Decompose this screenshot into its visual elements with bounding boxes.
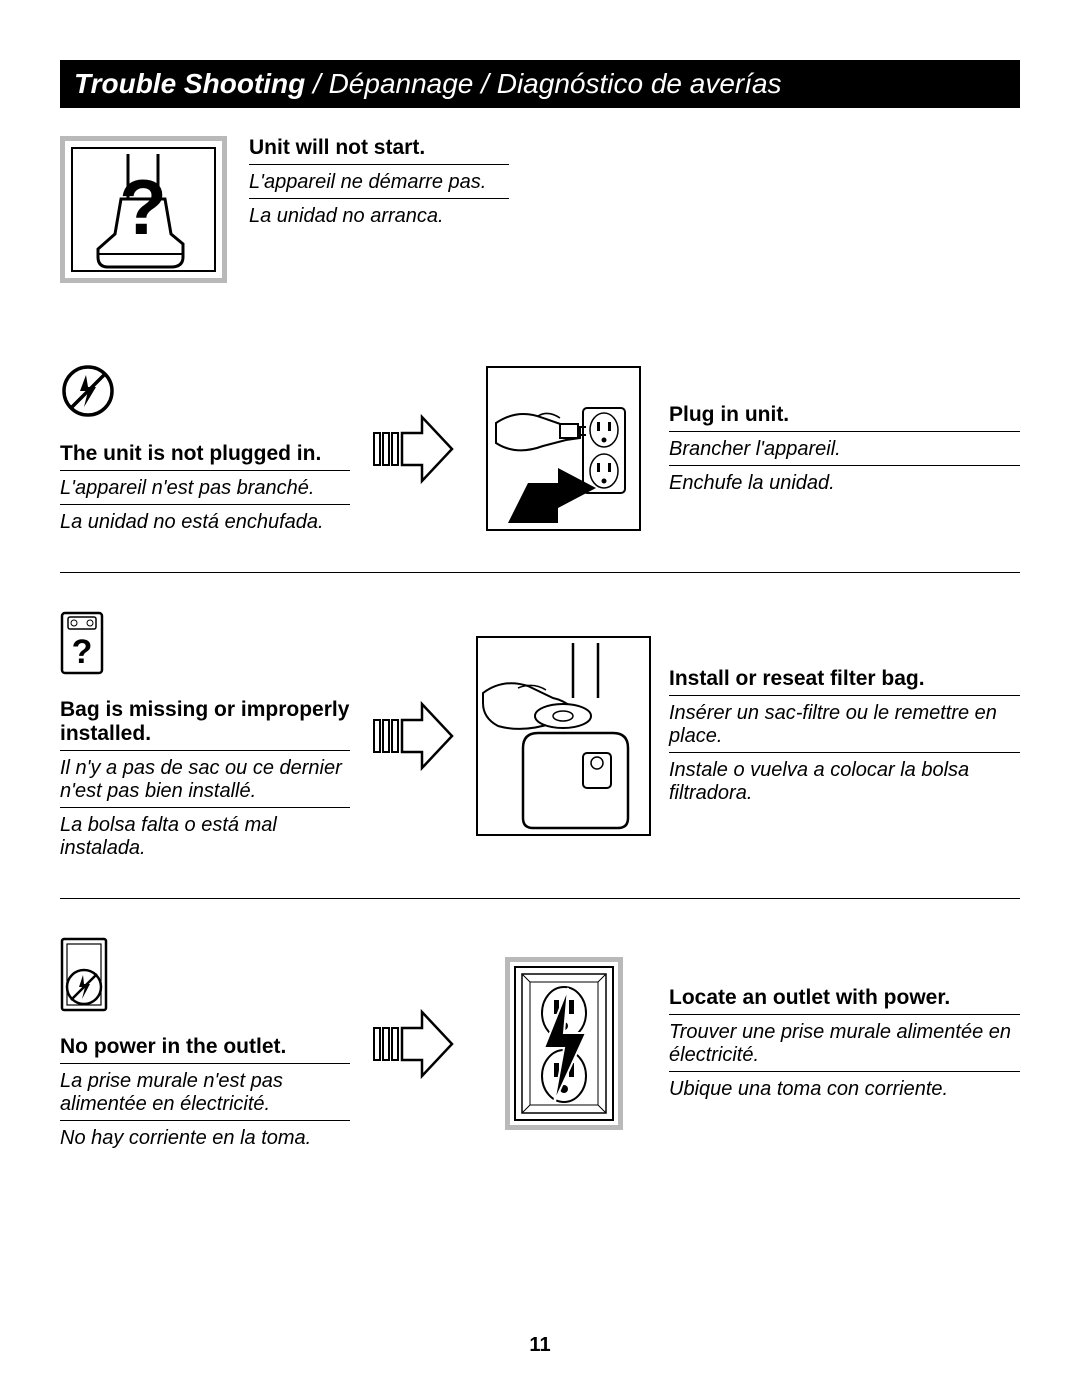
arrow-icon [368, 696, 458, 776]
fix1-es: Enchufe la unidad. [669, 472, 1020, 495]
arrow-icon [368, 1004, 458, 1084]
problem-en: Unit will not start. [249, 136, 509, 165]
troubleshoot-row-2: ? Bag is missing or improperly installed… [60, 591, 1020, 880]
cause2-fr: Il n'y a pas de sac ou ce dernier n'est … [60, 757, 350, 808]
arrow-icon [368, 409, 458, 489]
fix-illustration [476, 636, 651, 836]
fix-illustration [476, 957, 651, 1130]
problem-text: Unit will not start. L'appareil ne démar… [249, 136, 509, 228]
fix-illustration [476, 366, 651, 531]
problem-illustration-frame: ? [60, 136, 227, 283]
cause-text: No power in the outlet. La prise murale … [60, 1035, 350, 1150]
page-number: 11 [0, 1334, 1080, 1357]
fix-text: Install or reseat filter bag. Insérer un… [669, 667, 1020, 805]
header-fr: Dépannage [329, 68, 474, 99]
cause1-en: The unit is not plugged in. [60, 442, 350, 471]
cause3-es: No hay corriente en la toma. [60, 1127, 350, 1150]
problem-fr: L'appareil ne démarre pas. [249, 171, 509, 199]
powered-outlet-icon [514, 966, 614, 1121]
cause2-en: Bag is missing or improperly installed. [60, 698, 350, 751]
header-es: Diagnóstico de averías [497, 68, 782, 99]
fix2-en: Install or reseat filter bag. [669, 667, 1020, 696]
cause-col: No power in the outlet. La prise murale … [60, 937, 350, 1150]
no-power-symbol-icon [60, 363, 350, 424]
cause3-fr: La prise murale n'est pas alimentée en é… [60, 1070, 350, 1121]
cause-col: ? Bag is missing or improperly installed… [60, 611, 350, 860]
fix2-es: Instale o vuelva a colocar la bolsa filt… [669, 759, 1020, 805]
header-en: Trouble Shooting [74, 68, 305, 99]
cause2-es: La bolsa falta o está mal instalada. [60, 814, 350, 860]
plug-in-icon [486, 366, 641, 531]
fix-text: Plug in unit. Brancher l'appareil. Enchu… [669, 403, 1020, 495]
cause1-es: La unidad no está enchufada. [60, 511, 350, 534]
outlet-frame [505, 957, 623, 1130]
fix3-es: Ubique una toma con corriente. [669, 1078, 1020, 1101]
vacuum-question-icon: ? [71, 147, 216, 272]
svg-text:?: ? [119, 163, 167, 251]
cause-text: Bag is missing or improperly installed. … [60, 698, 350, 860]
section-header: Trouble Shooting / Dépannage / Diagnósti… [60, 60, 1020, 108]
fix-text: Locate an outlet with power. Trouver une… [669, 986, 1020, 1101]
cause-col: The unit is not plugged in. L'appareil n… [60, 363, 350, 534]
fix3-fr: Trouver une prise murale alimentée en él… [669, 1021, 1020, 1072]
troubleshoot-row-1: The unit is not plugged in. L'appareil n… [60, 343, 1020, 554]
problem-es: La unidad no arranca. [249, 205, 509, 228]
header-sep2: / [481, 68, 497, 99]
header-sep1: / [313, 68, 329, 99]
outlet-no-power-icon [60, 937, 350, 1017]
install-bag-icon [476, 636, 651, 836]
cause3-en: No power in the outlet. [60, 1035, 350, 1064]
fix1-en: Plug in unit. [669, 403, 1020, 432]
bag-question-icon: ? [60, 611, 350, 680]
fix2-fr: Insérer un sac-filtre ou le remettre en … [669, 702, 1020, 753]
divider [60, 572, 1020, 573]
fix1-fr: Brancher l'appareil. [669, 438, 1020, 466]
svg-text:?: ? [72, 633, 93, 671]
fix3-en: Locate an outlet with power. [669, 986, 1020, 1015]
divider [60, 898, 1020, 899]
cause1-fr: L'appareil n'est pas branché. [60, 477, 350, 505]
problem-section: ? Unit will not start. L'appareil ne dém… [60, 136, 1020, 283]
troubleshoot-row-3: No power in the outlet. La prise murale … [60, 917, 1020, 1170]
cause-text: The unit is not plugged in. L'appareil n… [60, 442, 350, 534]
page-content: Trouble Shooting / Dépannage / Diagnósti… [0, 0, 1080, 1210]
